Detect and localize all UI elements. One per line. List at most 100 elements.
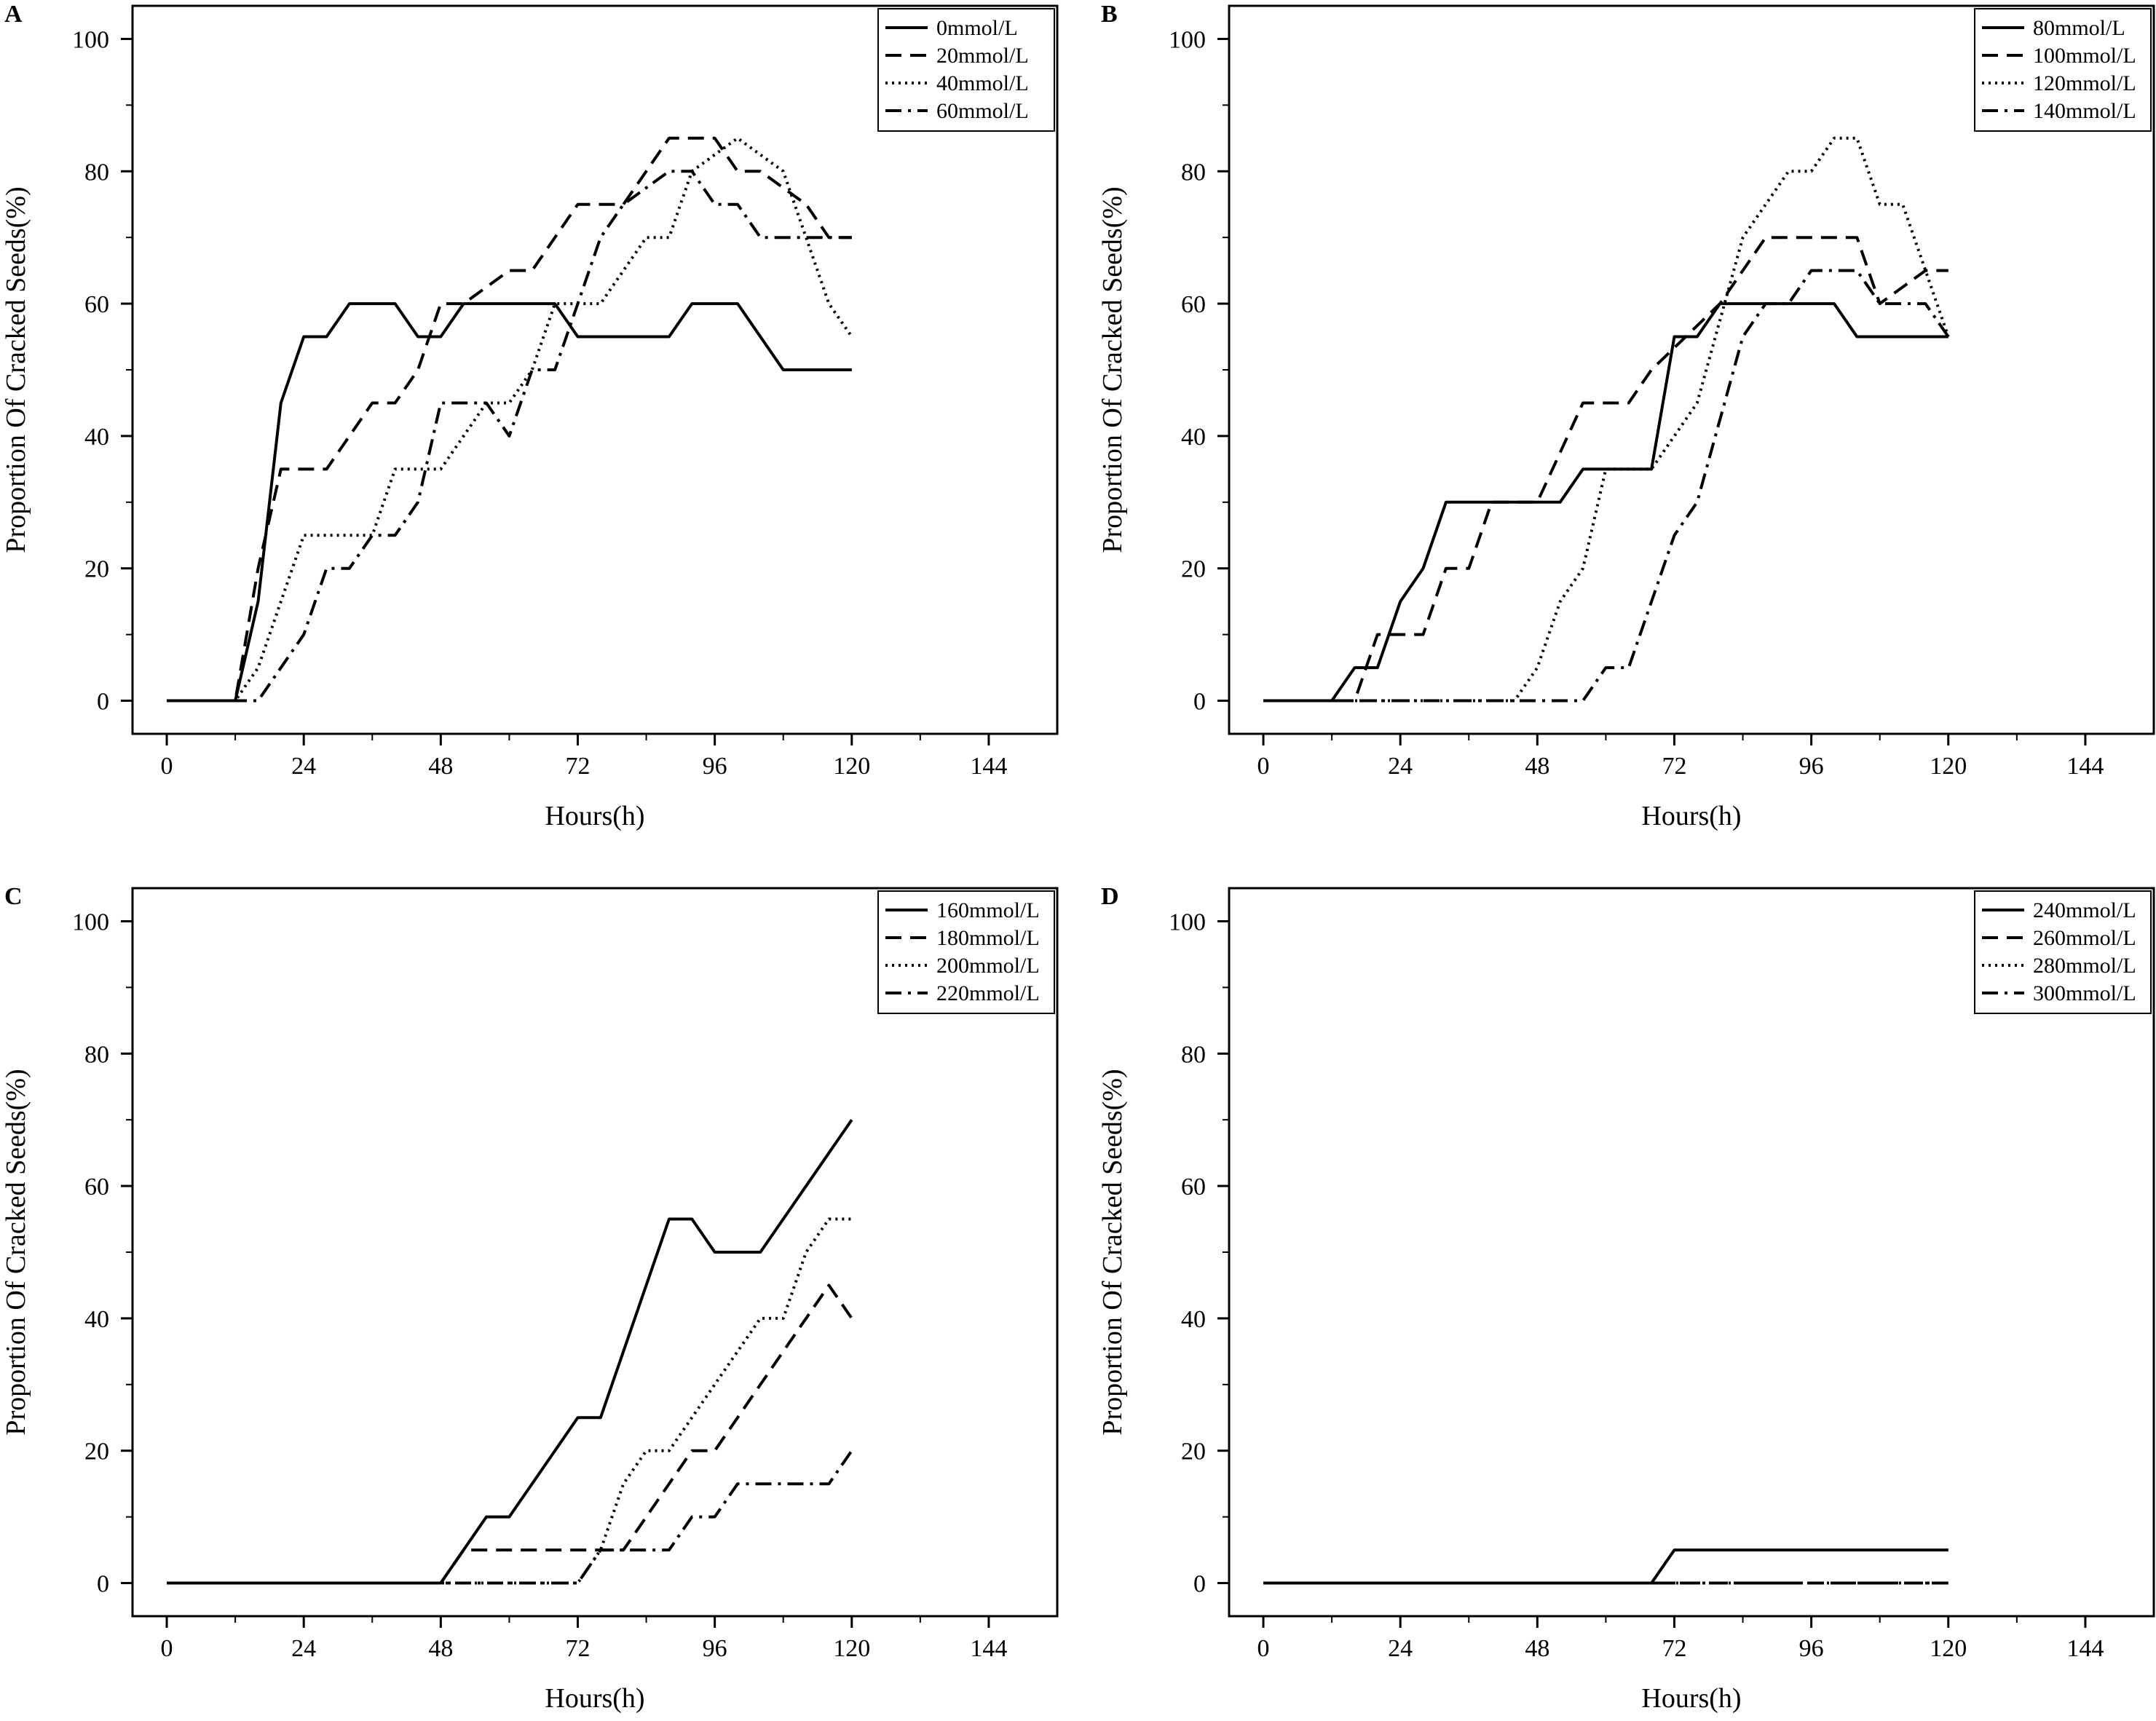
y-tick-label: 80	[84, 159, 109, 186]
x-tick-label: 96	[1799, 753, 1824, 780]
legend-label: 80mmol/L	[2033, 16, 2125, 40]
series-line-100mmol-l	[1263, 236, 1948, 703]
x-tick-label: 120	[833, 753, 870, 780]
y-tick-label: 80	[84, 1041, 109, 1068]
y-tick-label: 60	[84, 291, 109, 318]
panel-label-d: D	[1101, 883, 1119, 910]
x-tick-label: 24	[1388, 753, 1413, 780]
y-tick-label: 0	[97, 1571, 109, 1598]
legend-a: 0mmol/L 20mmol/L 40mmol/L 60mmol/L	[877, 8, 1055, 132]
y-tick-label: 60	[1181, 291, 1206, 318]
y-tick-label: 40	[84, 424, 109, 451]
y-axis-title-d: Proportion Of Cracked Seeds(%)	[1097, 1069, 1128, 1435]
series-line-120mmol-l	[1263, 136, 1950, 703]
x-tick-label: 144	[2066, 753, 2104, 780]
x-tick-label: 96	[703, 1635, 727, 1662]
series-line-60mmol-l	[167, 170, 852, 703]
x-tick-label: 144	[970, 753, 1007, 780]
x-axis-title-d: Hours(h)	[1641, 1683, 1741, 1714]
legend-entry: 80mmol/L	[1982, 16, 2125, 40]
panel-d: D 0 24 48 72 96 120 144 0 20 40 60 80 100 Hours(h) P…	[1097, 883, 2155, 1714]
y-axis-title-b: Proportion Of Cracked Seeds(%)	[1097, 186, 1128, 553]
legend-entry: 300mmol/L	[1982, 981, 2136, 1005]
legend-label: 280mmol/L	[2033, 954, 2136, 978]
legend-c: 160mmol/L 180mmol/L 200mmol/L 220mmol/L	[877, 890, 1055, 1014]
x-tick-label: 0	[1257, 753, 1270, 780]
axis-ticks-a: 0 24 48 72 96 120 144 0 20 40 60 80 100	[72, 26, 1007, 780]
y-tick-label: 100	[72, 909, 109, 935]
panel-label-c: C	[4, 883, 23, 910]
legend-entry: 120mmol/L	[1982, 71, 2136, 95]
x-tick-label: 120	[1930, 1635, 1967, 1662]
legend-entry: 160mmol/L	[885, 898, 1040, 922]
x-tick-label: 72	[1662, 753, 1686, 780]
x-tick-label: 0	[161, 753, 173, 780]
series-line-160mmol-l	[167, 1119, 853, 1585]
legend-entry: 280mmol/L	[1982, 954, 2136, 978]
y-tick-label: 20	[84, 1439, 109, 1465]
legend-label: 60mmol/L	[936, 99, 1029, 123]
y-tick-label: 20	[1181, 1439, 1206, 1465]
legend-b: 80mmol/L 100mmol/L 120mmol/L 140mmol/L	[1974, 8, 2152, 132]
series-lines-b	[1263, 136, 1950, 703]
x-tick-label: 0	[161, 1635, 173, 1662]
x-axis-title-c: Hours(h)	[545, 1683, 644, 1714]
legend-label: 140mmol/L	[2033, 99, 2136, 123]
y-axis-title-a: Proportion Of Cracked Seeds(%)	[1, 186, 31, 553]
y-axis-title-c: Proportion Of Cracked Seeds(%)	[1, 1069, 31, 1435]
series-lines-a	[167, 136, 853, 703]
legend-entry: 60mmol/L	[885, 99, 1029, 123]
legend-label: 20mmol/L	[936, 44, 1029, 68]
x-tick-label: 72	[565, 1635, 590, 1662]
x-tick-label: 120	[833, 1635, 870, 1662]
axis-ticks-b: 0 24 48 72 96 120 144 0 20 40 60 80 100	[1169, 26, 2104, 780]
y-tick-label: 100	[1169, 909, 1206, 935]
legend-label: 160mmol/L	[936, 898, 1040, 922]
legend-label: 220mmol/L	[936, 981, 1040, 1005]
y-tick-label: 20	[1181, 556, 1206, 583]
panel-label-a: A	[4, 1, 23, 28]
y-tick-label: 80	[1181, 159, 1206, 186]
y-tick-label: 60	[1181, 1174, 1206, 1200]
legend-label: 260mmol/L	[2033, 926, 2136, 950]
panel-b: B 0 24 48 72 96 120 144 0 20 40 60 80 100 Hours(h) P…	[1097, 1, 2155, 831]
legend-entry: 100mmol/L	[1982, 44, 2136, 68]
panel-a: A 0 24 48 72 96 120 144 0 20 40 60 80 100 Hours(h) P…	[1, 1, 1059, 831]
x-tick-label: 120	[1930, 753, 1967, 780]
legend-label: 120mmol/L	[2033, 71, 2136, 95]
x-tick-label: 24	[291, 753, 316, 780]
legend-entry: 220mmol/L	[885, 981, 1040, 1005]
series-line-200mmol-l	[167, 1217, 852, 1585]
y-tick-label: 80	[1181, 1041, 1206, 1068]
x-tick-label: 24	[1388, 1635, 1413, 1662]
legend-label: 200mmol/L	[936, 954, 1040, 978]
series-line-220mmol-l	[167, 1449, 853, 1585]
x-axis-title-a: Hours(h)	[545, 801, 644, 831]
legend-label: 0mmol/L	[936, 16, 1018, 40]
series-lines-c	[167, 1119, 853, 1585]
x-tick-label: 0	[1257, 1635, 1270, 1662]
y-tick-label: 60	[84, 1174, 109, 1200]
legend-entry: 200mmol/L	[885, 954, 1040, 978]
x-tick-label: 144	[970, 1635, 1007, 1662]
x-tick-label: 144	[2066, 1635, 2104, 1662]
x-tick-label: 72	[565, 753, 590, 780]
legend-entry: 20mmol/L	[885, 44, 1029, 68]
x-tick-label: 48	[428, 753, 453, 780]
legend-entry: 240mmol/L	[1982, 898, 2136, 922]
panel-label-b: B	[1101, 1, 1118, 28]
x-tick-label: 24	[291, 1635, 316, 1662]
x-tick-label: 96	[1799, 1635, 1824, 1662]
legend-entry: 40mmol/L	[885, 71, 1029, 95]
legend-label: 240mmol/L	[2033, 898, 2136, 922]
y-tick-label: 0	[1193, 689, 1206, 716]
y-tick-label: 100	[72, 26, 109, 53]
axis-ticks-d: 0 24 48 72 96 120 144 0 20 40 60 80 100	[1169, 909, 2104, 1662]
series-line-140mmol-l	[1263, 269, 1950, 703]
legend-label: 100mmol/L	[2033, 44, 2136, 68]
x-tick-label: 48	[428, 1635, 453, 1662]
x-tick-label: 48	[1525, 1635, 1549, 1662]
series-line-40mmol-l	[167, 136, 853, 703]
legend-entry: 180mmol/L	[885, 926, 1040, 950]
